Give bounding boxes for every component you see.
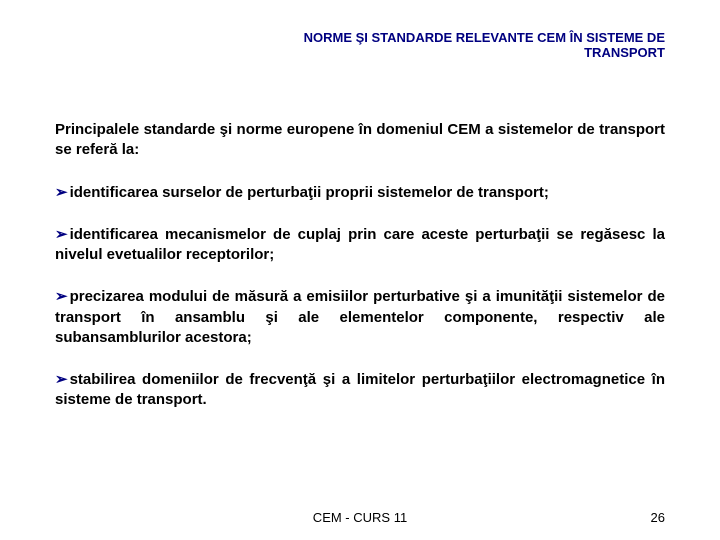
footer-center-text: CEM - CURS 11 (313, 510, 407, 525)
bullet-text: precizarea modului de măsură a emisiilor… (55, 288, 665, 346)
bullet-text: stabilirea domeniilor de frecvenţă şi a … (55, 371, 665, 408)
bullet-arrow-icon: ➢ (55, 184, 68, 201)
bullet-item: ➢precizarea modului de măsură a emisiilo… (55, 287, 665, 348)
intro-paragraph: Principalele standarde şi norme europene… (55, 120, 665, 161)
bullet-item: ➢identificarea surselor de perturbaţii p… (55, 183, 665, 203)
page-number: 26 (651, 510, 665, 525)
bullet-item: ➢stabilirea domeniilor de frecvenţă şi a… (55, 370, 665, 411)
bullet-text: identificarea mecanismelor de cuplaj pri… (55, 226, 665, 263)
bullet-text: identificarea surselor de perturbaţii pr… (70, 184, 549, 201)
bullet-arrow-icon: ➢ (55, 226, 68, 243)
bullet-item: ➢identificarea mecanismelor de cuplaj pr… (55, 225, 665, 266)
bullet-arrow-icon: ➢ (55, 371, 68, 388)
slide-header: NORME ŞI STANDARDE RELEVANTE CEM ÎN SIST… (245, 30, 665, 60)
bullet-arrow-icon: ➢ (55, 288, 68, 305)
